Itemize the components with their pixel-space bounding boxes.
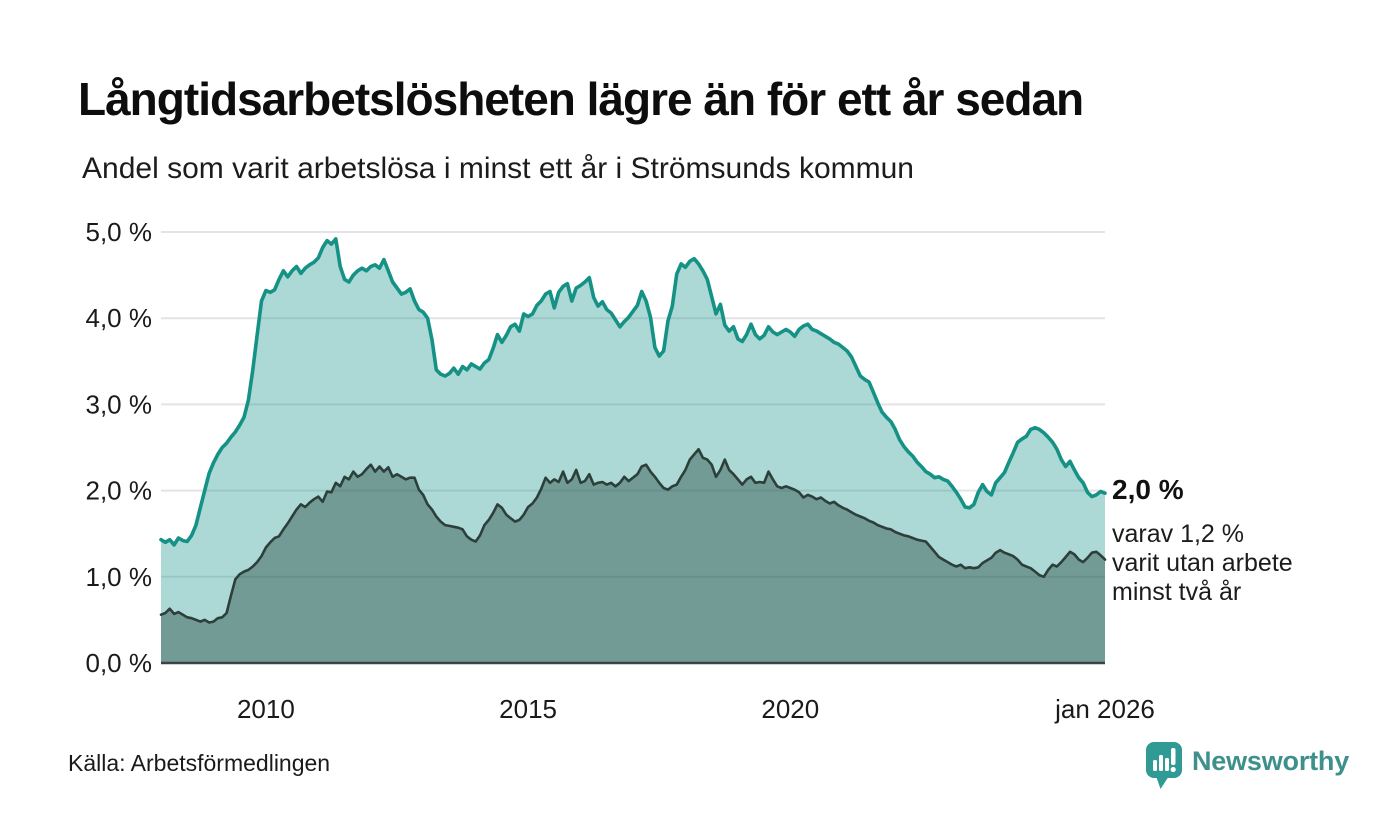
y-axis-tick-label: 3,0 % xyxy=(86,389,153,419)
chart-subtitle: Andel som varit arbetslösa i minst ett å… xyxy=(82,152,914,185)
area-series-1 xyxy=(161,238,1105,663)
x-axis-tick-label: 2010 xyxy=(237,694,295,724)
line-series-1 xyxy=(159,237,1107,547)
line-series-2 xyxy=(159,447,1107,624)
latest-value-annotation: varav 1,2 % varit utan arbete minst två … xyxy=(1112,520,1293,607)
annotation-line: minst två år xyxy=(1112,578,1242,606)
x-axis-tick-label: 2020 xyxy=(761,694,819,724)
x-axis-tick-label: jan 2026 xyxy=(1054,694,1155,724)
annotation-line: varav 1,2 % xyxy=(1112,520,1245,548)
y-axis-tick-label: 0,0 % xyxy=(86,648,153,678)
page-title: Långtidsarbetslösheten lägre än för ett … xyxy=(78,73,1084,125)
annotation-line: varit utan arbete xyxy=(1112,549,1293,577)
area-series-2 xyxy=(161,449,1105,663)
source-attribution: Källa: Arbetsförmedlingen xyxy=(68,750,331,776)
y-axis-tick-label: 5,0 % xyxy=(86,217,153,247)
latest-value-label: 2,0 % xyxy=(1112,474,1184,505)
x-axis-tick-label: 2015 xyxy=(499,694,557,724)
newsworthy-logo-icon xyxy=(1146,742,1182,789)
y-axis-tick-label: 2,0 % xyxy=(86,476,153,506)
newsworthy-wordmark: Newsworthy xyxy=(1192,746,1350,776)
y-axis-tick-label: 1,0 % xyxy=(86,562,153,592)
y-axis-tick-label: 4,0 % xyxy=(86,303,153,333)
